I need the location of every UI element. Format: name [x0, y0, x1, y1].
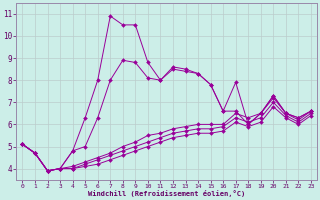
X-axis label: Windchill (Refroidissement éolien,°C): Windchill (Refroidissement éolien,°C): [88, 190, 245, 197]
